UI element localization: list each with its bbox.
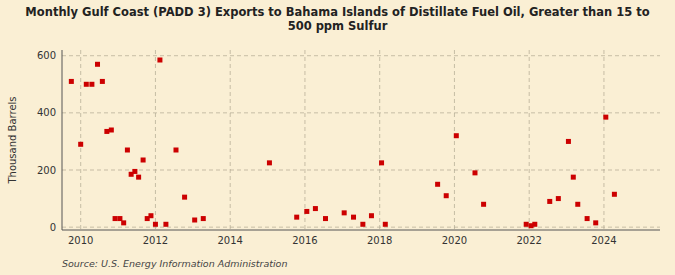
- point: [117, 216, 122, 221]
- title-line: 500 ppm Sulfur: [288, 19, 388, 33]
- point: [148, 213, 153, 218]
- point: [89, 82, 94, 87]
- point: [294, 215, 299, 220]
- x-tick-label: 2012: [143, 235, 168, 246]
- point: [113, 216, 118, 221]
- point: [153, 222, 158, 227]
- point: [132, 169, 137, 174]
- point: [481, 202, 486, 207]
- y-tick-label: 200: [37, 165, 56, 176]
- point: [532, 222, 537, 227]
- point: [524, 222, 529, 227]
- point: [547, 199, 552, 204]
- point: [192, 218, 197, 223]
- grid-line-y: [62, 227, 660, 228]
- grid-line-x: [379, 50, 380, 230]
- x-tick-label: 2014: [217, 235, 242, 246]
- title: Monthly Gulf Coast (PADD 3) Exports to B…: [25, 5, 649, 33]
- title-line: Monthly Gulf Coast (PADD 3) Exports to B…: [25, 5, 649, 19]
- y-tick-label: 400: [37, 107, 56, 118]
- point: [575, 202, 580, 207]
- point: [472, 170, 477, 175]
- point: [444, 193, 449, 198]
- grid-line-x: [155, 50, 156, 230]
- point: [104, 129, 109, 134]
- grid-line-x: [603, 50, 604, 230]
- point: [556, 196, 561, 201]
- grid-line-x: [80, 50, 81, 230]
- point: [182, 195, 187, 200]
- point: [585, 216, 590, 221]
- y-tick-label: 600: [37, 50, 56, 61]
- point: [136, 175, 141, 180]
- point: [201, 216, 206, 221]
- grid: [62, 50, 660, 230]
- point: [95, 62, 100, 67]
- point: [369, 213, 374, 218]
- source: Source: U.S. Energy Information Administ…: [62, 258, 287, 269]
- point: [566, 139, 571, 144]
- grid-line-x: [304, 50, 305, 230]
- grid-line-y: [62, 170, 660, 171]
- point: [78, 142, 83, 147]
- point: [125, 148, 130, 153]
- y-axis-label: Thousand Barrels: [7, 96, 18, 184]
- point: [157, 58, 162, 63]
- point: [304, 209, 309, 214]
- point: [163, 222, 168, 227]
- points: [69, 58, 617, 229]
- point: [360, 222, 365, 227]
- point: [351, 215, 356, 220]
- point: [173, 148, 178, 153]
- point: [603, 115, 608, 120]
- point: [84, 82, 89, 87]
- point: [571, 175, 576, 180]
- y-axis-line: [62, 50, 63, 230]
- point: [121, 220, 126, 225]
- point: [69, 79, 74, 84]
- x-tick-label: 2022: [516, 235, 541, 246]
- point: [109, 128, 114, 133]
- y-tick-label: 0: [50, 222, 56, 233]
- grid-line-y: [62, 55, 660, 56]
- point: [435, 182, 440, 187]
- point: [454, 133, 459, 138]
- point: [342, 210, 347, 215]
- grid-line-x: [454, 50, 455, 230]
- x-tick-label: 2010: [68, 235, 93, 246]
- point: [383, 222, 388, 227]
- x-tick-label: 2016: [292, 235, 317, 246]
- chart: Monthly Gulf Coast (PADD 3) Exports to B…: [0, 0, 675, 275]
- point: [593, 220, 598, 225]
- point: [141, 158, 146, 163]
- x-tick-label: 2024: [591, 235, 616, 246]
- point: [323, 216, 328, 221]
- grid-line-x: [230, 50, 231, 230]
- point: [379, 160, 384, 165]
- point: [267, 160, 272, 165]
- grid-line-y: [62, 112, 660, 113]
- point: [313, 206, 318, 211]
- grid-line-x: [529, 50, 530, 230]
- x-axis-line: [62, 230, 660, 231]
- x-tick-label: 2020: [442, 235, 467, 246]
- point: [612, 192, 617, 197]
- point: [100, 79, 105, 84]
- x-tick-label: 2018: [367, 235, 392, 246]
